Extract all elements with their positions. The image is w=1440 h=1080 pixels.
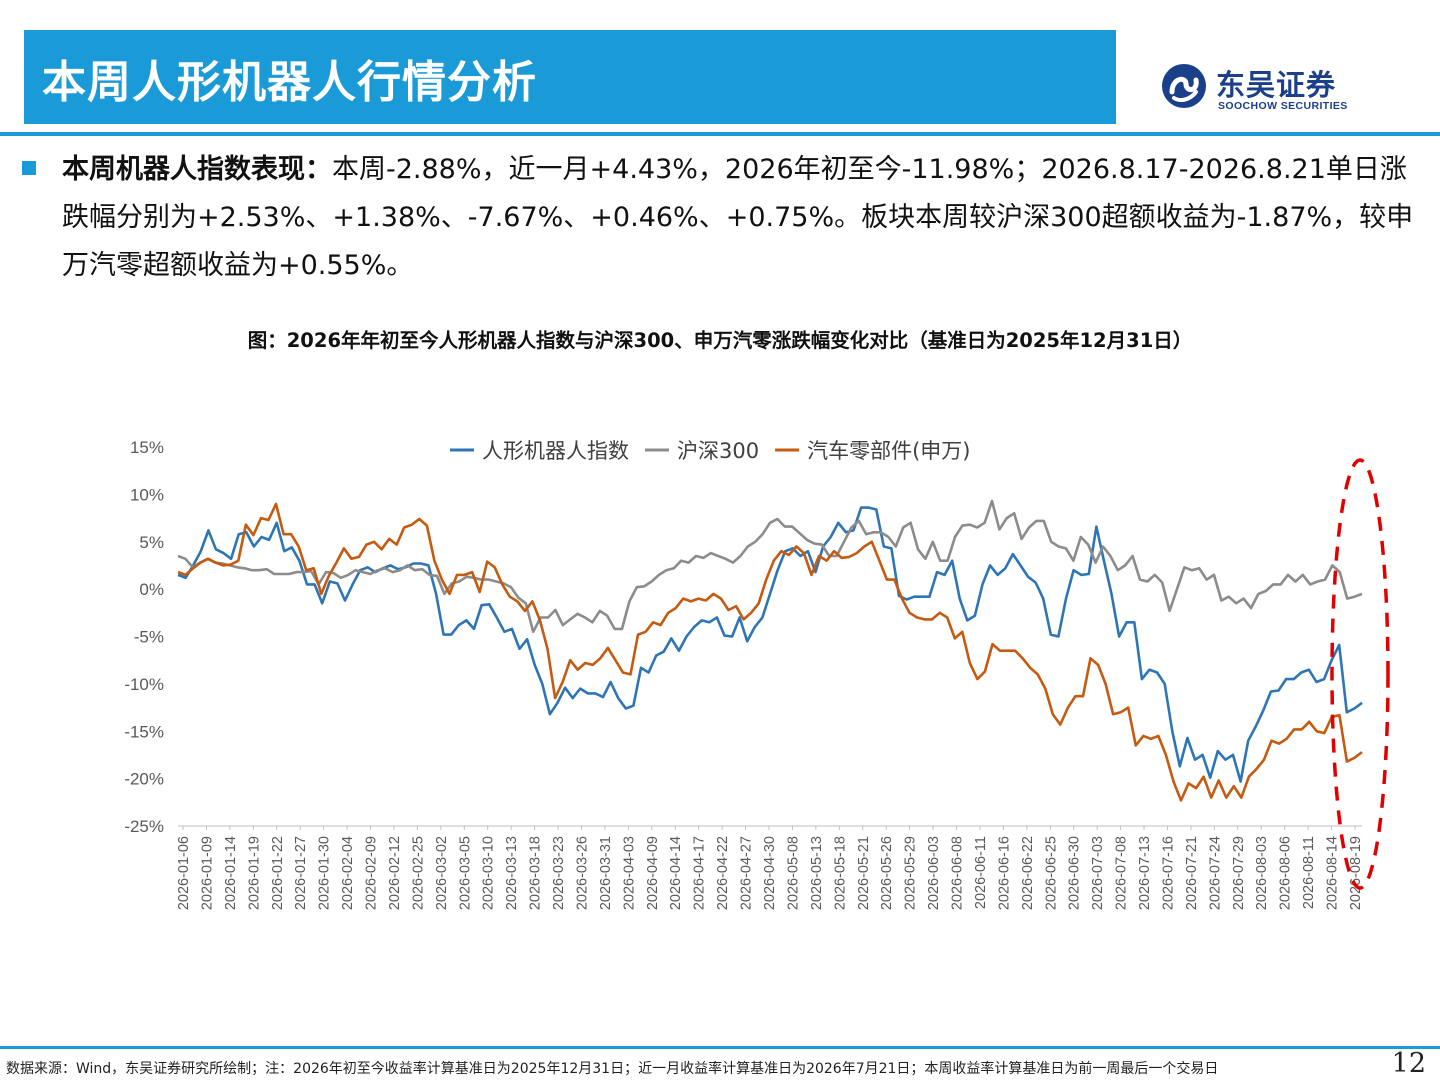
x-tick-label: 2026-05-26: [879, 836, 895, 910]
footer-divider: [0, 1046, 1440, 1049]
x-tick-label: 2026-06-30: [1067, 836, 1083, 910]
line-chart: 15% 10% 5% 0% -5% -10% -15% -20% -25% 2026-01-06 2…: [124, 438, 1390, 910]
x-tick-label: 2026-06-03: [926, 836, 942, 910]
page-number: 12: [1391, 1048, 1426, 1079]
x-tick-label: 2026-08-11: [1301, 836, 1317, 909]
y-tick-label: 5%: [139, 533, 164, 552]
x-tick-label: 2026-05-13: [809, 836, 825, 910]
x-tick-label: 2026-02-12: [387, 836, 403, 910]
x-tick-label: 2026-08-19: [1348, 836, 1364, 910]
x-tick-label: 2026-03-23: [551, 836, 567, 910]
y-tick-label: 15%: [130, 438, 164, 457]
x-tick-label: 2026-01-06: [176, 836, 192, 910]
x-tick-label: 2026-03-13: [504, 836, 520, 910]
x-tick-label: 2026-07-24: [1207, 836, 1223, 910]
bullet-square: [22, 161, 36, 175]
x-tick-label: 2026-01-30: [317, 836, 333, 910]
x-tick-label: 2026-05-18: [832, 836, 848, 910]
x-tick-label: 2026-07-08: [1114, 836, 1130, 910]
soochow-logo-icon: [1162, 64, 1206, 108]
x-tick-label: 2026-07-13: [1137, 836, 1153, 910]
summary-text: 本周-2.88%，近一月+4.43%，2026年初至今-11.98%；2026.…: [62, 154, 1414, 281]
x-tick-label: 2026-03-31: [598, 836, 614, 910]
x-tick-label: 2026-07-21: [1184, 836, 1200, 910]
x-tick-label: 2026-04-27: [739, 836, 755, 910]
x-tick-label: 2026-06-25: [1043, 836, 1059, 910]
footer-note: 数据来源：Wind，东吴证券研究所绘制；注：2026年初至今收益率计算基准日为2…: [6, 1061, 1219, 1077]
x-tick-label: 2026-08-14: [1325, 836, 1341, 910]
logo-name-en: SOOCHOW SECURITIES: [1218, 100, 1348, 112]
x-tick-label: 2026-07-16: [1160, 836, 1176, 910]
x-tick-label: 2026-05-21: [856, 836, 872, 910]
logo-name-cn: 东吴证券: [1216, 68, 1337, 102]
x-tick-label: 2026-01-27: [293, 836, 309, 910]
x-tick-label: 2026-04-22: [715, 836, 731, 910]
x-tick-label: 2026-02-04: [340, 836, 356, 910]
summary-label: 本周机器人指数表现：: [62, 154, 332, 185]
y-tick-label: -5%: [134, 628, 164, 647]
x-tick-label: 2026-01-14: [223, 836, 239, 910]
series-line: [177, 506, 1363, 783]
x-tick-label: 2026-06-11: [973, 836, 989, 909]
header-divider: [0, 132, 1440, 136]
x-tick-label: 2026-03-26: [574, 836, 590, 910]
x-tick-label: 2026-01-19: [246, 836, 262, 910]
x-tick-label: 2026-06-16: [996, 836, 1012, 910]
y-tick-label: 0%: [139, 580, 164, 599]
y-tick-label: -15%: [124, 722, 164, 741]
x-tick-label: 2026-04-03: [621, 836, 637, 910]
x-tick-label: 2026-04-14: [668, 836, 684, 910]
x-tick-label: 2026-03-18: [528, 836, 544, 910]
y-tick-label: -25%: [124, 817, 164, 836]
x-tick-label: 2026-04-30: [762, 836, 778, 910]
x-tick-label: 2026-04-09: [645, 836, 661, 910]
x-tick-label: 2026-06-22: [1020, 836, 1036, 910]
legend-label: 沪深300: [677, 439, 759, 463]
x-tick-label: 2026-01-09: [199, 836, 215, 910]
title-bar: 本周人形机器人行情分析: [24, 30, 1116, 124]
x-tick-label: 2026-08-06: [1278, 836, 1294, 910]
x-tick-label: 2026-05-08: [785, 836, 801, 910]
x-tick-label: 2026-01-22: [270, 836, 286, 910]
x-tick-label: 2026-03-05: [457, 836, 473, 910]
x-tick-label: 2026-08-03: [1254, 836, 1270, 910]
x-tick-label: 2026-02-25: [410, 836, 426, 910]
company-logo: 东吴证券 SOOCHOW SECURITIES: [1160, 62, 1370, 114]
series-line: [177, 499, 1363, 634]
y-tick-label: -10%: [124, 675, 164, 694]
legend-label: 汽车零部件(申万): [807, 439, 970, 463]
legend-label: 人形机器人指数: [482, 439, 629, 463]
highlight-ellipse: [1330, 458, 1390, 890]
figure-caption: 图：2026年年初至今人形机器人指数与沪深300、申万汽零涨跌幅变化对比（基准日…: [247, 329, 1193, 352]
series-line: [177, 502, 1363, 802]
summary-paragraph: 本周机器人指数表现：本周-2.88%，近一月+4.43%，2026年初至今-11…: [62, 146, 1427, 290]
x-tick-label: 2026-03-10: [481, 836, 497, 910]
y-tick-label: -20%: [124, 770, 164, 789]
x-tick-label: 2026-07-29: [1231, 836, 1247, 910]
x-tick-label: 2026-07-03: [1090, 836, 1106, 910]
x-tick-label: 2026-03-02: [434, 836, 450, 910]
x-tick-label: 2026-05-29: [903, 836, 919, 910]
x-tick-label: 2026-06-08: [950, 836, 966, 910]
x-tick-label: 2026-02-09: [364, 836, 380, 910]
page-title: 本周人形机器人行情分析: [42, 57, 537, 108]
x-tick-label: 2026-04-17: [692, 836, 708, 910]
y-tick-label: 10%: [130, 485, 164, 504]
